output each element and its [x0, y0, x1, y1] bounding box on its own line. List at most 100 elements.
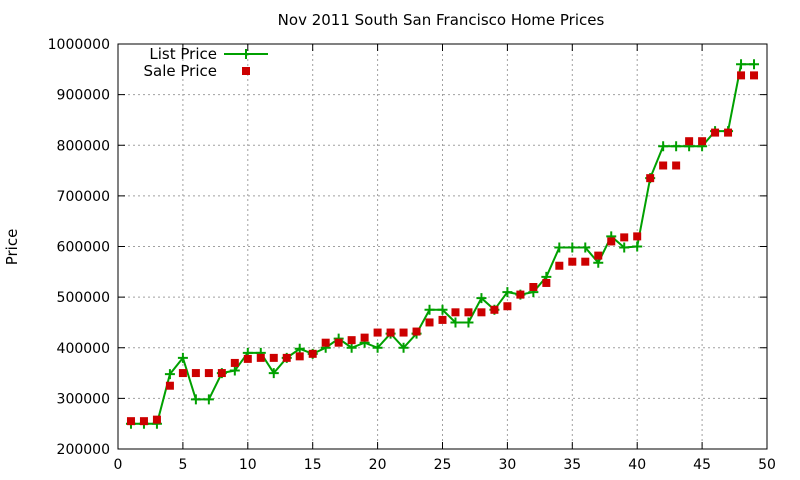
data-point [568, 257, 577, 266]
data-point [658, 141, 669, 152]
data-point [607, 237, 616, 246]
data-point [672, 161, 681, 170]
y-tick-label: 400000 [57, 341, 110, 357]
y-tick-label: 500000 [57, 290, 110, 306]
data-point [580, 242, 591, 253]
data-point [619, 242, 630, 253]
data-point [295, 352, 304, 361]
data-point [139, 417, 148, 426]
data-point [581, 257, 590, 266]
data-point [477, 308, 486, 317]
data-point [698, 137, 707, 146]
data-point [372, 342, 383, 353]
x-tick-label: 40 [628, 457, 646, 473]
data-point [294, 343, 305, 354]
chart-title: Nov 2011 South San Francisco Home Prices [278, 11, 605, 29]
legend-label: List Price [149, 45, 217, 63]
data-point [164, 369, 175, 380]
data-point [567, 242, 578, 253]
data-point [230, 358, 239, 367]
data-point [268, 368, 279, 379]
legend-label: Sale Price [144, 62, 217, 80]
data-point [203, 394, 214, 405]
data-point [438, 315, 447, 324]
data-point [463, 317, 474, 328]
data-point [152, 415, 161, 424]
data-point [269, 353, 278, 362]
data-point [347, 336, 356, 345]
data-point [282, 353, 291, 362]
legend-marker [242, 67, 250, 75]
data-point [373, 328, 382, 337]
data-point [256, 353, 265, 362]
data-point [750, 71, 759, 80]
tick-labels: 0 5 10 15 20 25 30 35 40 45 50 200000 300000 400000 50… [48, 37, 776, 473]
data-point [594, 251, 603, 260]
data-point [464, 308, 473, 317]
data-point [204, 369, 213, 378]
data-point [424, 304, 435, 315]
data-point [334, 338, 343, 347]
data-point [398, 342, 409, 353]
data-point [425, 318, 434, 327]
data-point [386, 328, 395, 337]
data-point [360, 333, 369, 342]
x-tick-label: 5 [178, 457, 187, 473]
data-point [633, 232, 642, 241]
data-point [685, 137, 694, 146]
data-point [736, 59, 747, 70]
data-point [178, 369, 187, 378]
grid [118, 44, 767, 449]
x-tick-label: 0 [114, 457, 123, 473]
data-point [126, 417, 135, 426]
data-point [542, 278, 551, 287]
data-point [711, 128, 720, 137]
y-tick-label: 300000 [57, 391, 110, 407]
data-point [554, 242, 565, 253]
x-tick-label: 30 [498, 457, 516, 473]
data-point [321, 338, 330, 347]
data-point [191, 369, 200, 378]
data-point [555, 261, 564, 270]
x-tick-label: 15 [304, 457, 322, 473]
data-point [516, 290, 525, 299]
data-point [503, 302, 512, 311]
data-point [737, 71, 746, 80]
y-tick-label: 800000 [57, 138, 110, 154]
data-point [502, 287, 513, 298]
data-point [308, 349, 317, 358]
data-point [165, 381, 174, 390]
data-point [476, 293, 487, 304]
x-tick-label: 10 [239, 457, 257, 473]
y-tick-label: 700000 [57, 189, 110, 205]
data-point [412, 327, 421, 336]
y-tick-label: 1000000 [48, 37, 110, 53]
series-layer [125, 59, 760, 429]
x-tick-label: 25 [434, 457, 452, 473]
data-point [451, 308, 460, 317]
plot-frame [117, 43, 768, 450]
data-point [346, 342, 357, 353]
data-point [659, 161, 668, 170]
data-point [229, 365, 240, 376]
y-tick-label: 200000 [57, 442, 110, 458]
data-point [749, 59, 760, 70]
y-axis-label: Price [3, 229, 21, 266]
data-point [529, 283, 538, 291]
data-point [724, 128, 733, 137]
y-tick-label: 900000 [57, 88, 110, 104]
y-tick-label: 600000 [57, 240, 110, 256]
x-tick-label: 35 [563, 457, 581, 473]
data-point [646, 174, 655, 183]
data-point [671, 141, 682, 152]
x-tick-label: 45 [693, 457, 711, 473]
data-point [243, 354, 252, 363]
data-point [217, 369, 226, 378]
series-1 [126, 71, 759, 426]
data-point [177, 352, 188, 363]
legend-marker [241, 49, 251, 59]
x-tick-label: 50 [758, 457, 776, 473]
data-point [632, 241, 643, 252]
